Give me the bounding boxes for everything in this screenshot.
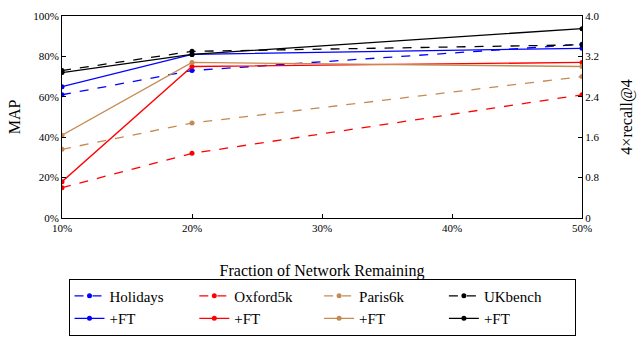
- svg-text:Oxford5k: Oxford5k: [234, 289, 293, 305]
- svg-text:0: 0: [585, 212, 591, 224]
- svg-text:30%: 30%: [312, 222, 332, 234]
- svg-text:4×recall@4: 4×recall@4: [618, 79, 636, 154]
- svg-text:20%: 20%: [39, 171, 59, 183]
- svg-text:60%: 60%: [39, 91, 59, 103]
- svg-text:40%: 40%: [442, 222, 462, 234]
- svg-text:40%: 40%: [39, 131, 59, 143]
- svg-text:+FT: +FT: [484, 311, 510, 327]
- svg-text:50%: 50%: [572, 222, 592, 234]
- svg-text:0%: 0%: [44, 212, 59, 224]
- svg-text:Holidays: Holidays: [110, 289, 164, 305]
- svg-text:MAP: MAP: [6, 100, 23, 135]
- svg-text:+FT: +FT: [359, 311, 385, 327]
- svg-text:100%: 100%: [33, 10, 59, 22]
- svg-text:10%: 10%: [52, 222, 72, 234]
- svg-text:+FT: +FT: [110, 311, 136, 327]
- svg-text:4.0: 4.0: [585, 10, 599, 22]
- svg-text:0.8: 0.8: [585, 171, 599, 183]
- svg-text:20%: 20%: [182, 222, 202, 234]
- svg-text:1.6: 1.6: [585, 131, 599, 143]
- svg-text:2.4: 2.4: [585, 91, 599, 103]
- svg-text:Paris6k: Paris6k: [359, 289, 405, 305]
- svg-text:Fraction of Network Remaining: Fraction of Network Remaining: [220, 262, 425, 280]
- svg-text:+FT: +FT: [234, 311, 260, 327]
- svg-text:UKbench: UKbench: [484, 289, 542, 305]
- svg-text:80%: 80%: [39, 50, 59, 62]
- svg-text:3.2: 3.2: [585, 50, 599, 62]
